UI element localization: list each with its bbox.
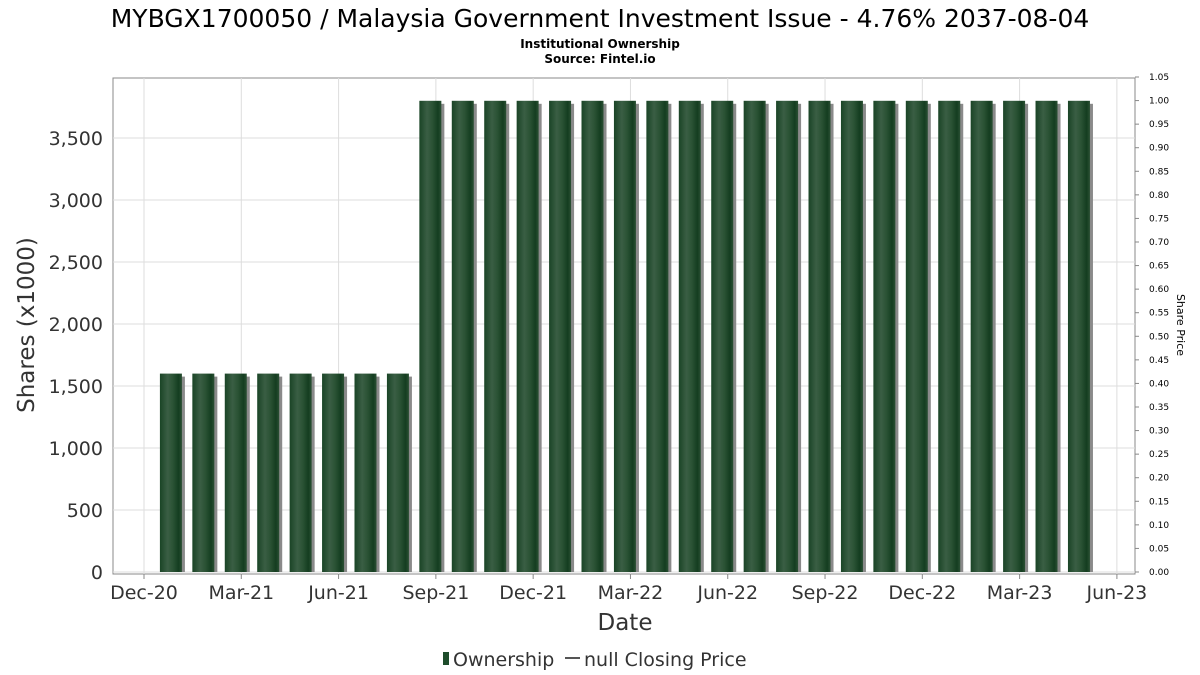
bar xyxy=(549,100,572,573)
bar xyxy=(646,100,669,573)
y2-tick-label: 0.10 xyxy=(1149,521,1169,531)
x-tick-label: Sep-21 xyxy=(402,582,469,604)
y-tick-label: 3,000 xyxy=(49,190,103,212)
x-tick-label: Sep-22 xyxy=(792,582,859,604)
y2-tick-label: 0.80 xyxy=(1149,191,1169,201)
y2-tick-label: 0.55 xyxy=(1149,309,1169,319)
y-axis-label: Shares (x1000) xyxy=(14,237,40,413)
x-tick-label: Jun-22 xyxy=(696,582,758,604)
x-axis-label: Date xyxy=(598,610,653,636)
bar xyxy=(484,100,507,573)
bar xyxy=(224,373,247,572)
y2-axis-label: Share Price xyxy=(1174,294,1187,356)
bar xyxy=(289,373,312,572)
bar xyxy=(516,100,539,573)
x-tick-label: Dec-22 xyxy=(888,582,956,604)
y2-tick-label: 0.30 xyxy=(1149,427,1169,437)
bar xyxy=(192,373,215,572)
bar xyxy=(938,100,961,573)
y2-tick-label: 0.85 xyxy=(1149,167,1169,177)
y2-tick-label: 1.00 xyxy=(1149,97,1169,107)
x-tick-label: Jun-23 xyxy=(1086,582,1148,604)
y-tick-label: 0 xyxy=(91,562,103,584)
y2-tick-label: 0.25 xyxy=(1149,450,1169,460)
y2-tick-label: 0.70 xyxy=(1149,238,1169,248)
bar xyxy=(711,100,734,573)
bar xyxy=(743,100,766,573)
bar xyxy=(257,373,280,572)
x-tick-label: Jun-21 xyxy=(307,582,369,604)
y-tick-label: 1,000 xyxy=(49,438,103,460)
y2-tick-label: 0.20 xyxy=(1149,474,1169,484)
y2-tick-label: 0.45 xyxy=(1149,356,1169,366)
bar xyxy=(419,100,442,573)
y-tick-label: 500 xyxy=(67,500,103,522)
y2-tick-label: 0.75 xyxy=(1149,214,1169,224)
bar xyxy=(159,373,182,572)
y2-tick-label: 0.90 xyxy=(1149,144,1169,154)
bar xyxy=(451,100,474,573)
bar xyxy=(354,373,377,572)
bar xyxy=(970,100,993,573)
bar xyxy=(1067,100,1090,573)
y-tick-label: 1,500 xyxy=(49,376,103,398)
bar xyxy=(905,100,928,573)
x-tick-label: Mar-23 xyxy=(987,582,1053,604)
legend-swatch-ownership xyxy=(443,652,449,665)
bar xyxy=(678,100,701,573)
y2-tick-label: 0.05 xyxy=(1149,544,1169,554)
bar xyxy=(386,373,409,572)
y-tick-label: 3,500 xyxy=(49,128,103,150)
chart-title: MYBGX1700050 / Malaysia Government Inves… xyxy=(110,4,1090,33)
bar xyxy=(873,100,896,573)
y-tick-label: 2,500 xyxy=(49,252,103,274)
x-tick-label: Dec-21 xyxy=(499,582,567,604)
x-tick-label: Mar-21 xyxy=(208,582,274,604)
bar xyxy=(581,100,604,573)
bar xyxy=(840,100,863,573)
y2-tick-label: 0.65 xyxy=(1149,262,1169,272)
x-tick-label: Dec-20 xyxy=(110,582,178,604)
y2-tick-label: 0.50 xyxy=(1149,332,1169,342)
bar xyxy=(1003,100,1026,573)
y-tick-label: 2,000 xyxy=(49,314,103,336)
y2-tick-label: 0.95 xyxy=(1149,120,1169,130)
bar xyxy=(808,100,831,573)
y2-tick-label: 0.60 xyxy=(1149,285,1169,295)
bar xyxy=(322,373,345,572)
chart-source: Source: Fintel.io xyxy=(544,52,656,66)
y2-tick-label: 0.00 xyxy=(1149,568,1169,578)
y2-tick-label: 0.40 xyxy=(1149,379,1169,389)
x-tick-label: Mar-22 xyxy=(598,582,664,604)
chart-subtitle: Institutional Ownership xyxy=(520,37,680,51)
bar xyxy=(776,100,799,573)
bar xyxy=(1035,100,1058,573)
legend-label-price: null Closing Price xyxy=(584,649,747,671)
y2-tick-label: 0.35 xyxy=(1149,403,1169,413)
legend-label-ownership: Ownership xyxy=(453,649,554,671)
bar xyxy=(613,100,636,573)
y2-tick-label: 1.05 xyxy=(1149,73,1169,83)
y2-tick-label: 0.15 xyxy=(1149,497,1169,507)
